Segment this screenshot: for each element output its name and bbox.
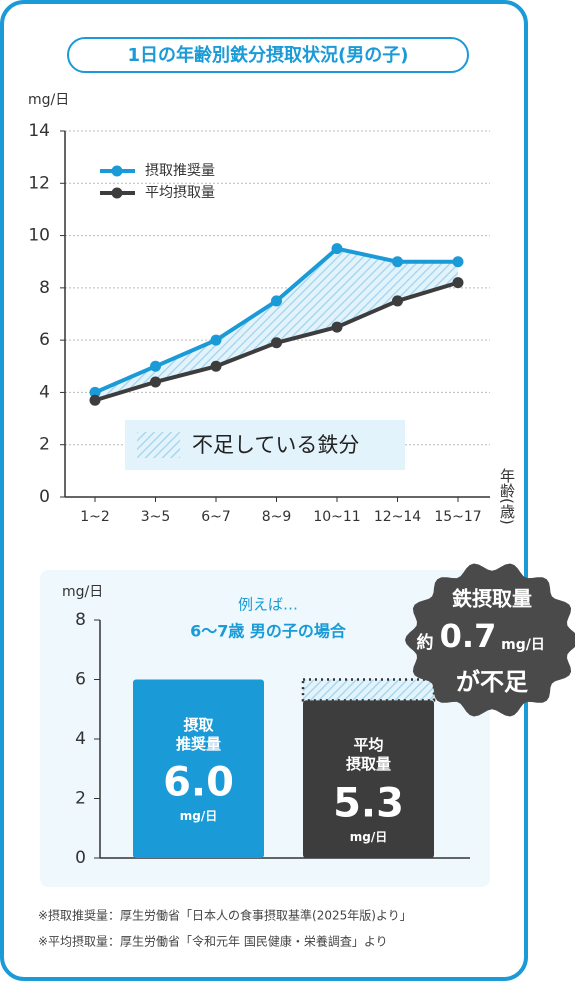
data-point — [331, 321, 343, 333]
data-point — [150, 376, 161, 388]
data-point — [392, 295, 403, 307]
data-point — [210, 360, 222, 372]
legend-label: 平均摂取量 — [145, 185, 215, 201]
data-point — [89, 386, 101, 398]
annotation: 例えば… — [238, 596, 298, 614]
y-axis-title: mg/日 — [28, 92, 69, 108]
callout-title: 鉄摂取量 — [452, 587, 532, 611]
data-point — [392, 256, 403, 268]
shortfall-area — [95, 248, 458, 401]
value-unit: mg/日 — [350, 830, 387, 844]
title-pill — [67, 37, 469, 73]
footnote: ※平均摂取量：厚生労働省「令和元年 国民健康・栄養調査」より — [38, 934, 388, 949]
x-tick-label: 3~5 — [141, 509, 171, 525]
y-tick-label: 4 — [75, 729, 86, 749]
bar — [133, 679, 264, 858]
y-tick-label: 10 — [28, 226, 50, 246]
value-unit: mg/日 — [180, 809, 217, 823]
callout-unit: mg/日 — [501, 637, 545, 653]
callout-value: 0.7 — [440, 617, 497, 655]
y-tick-label: 6 — [39, 330, 50, 350]
y-tick-label: 8 — [75, 610, 86, 630]
data-point — [452, 277, 464, 289]
data-point — [210, 334, 222, 346]
bar-label: 摂取 推奨量 — [175, 715, 221, 753]
chart-title: 1日の年齢別鉄分摂取状況(男の子) — [128, 44, 409, 66]
legend-marker — [111, 187, 123, 199]
y-tick-label: 0 — [75, 848, 86, 868]
y-tick-label: 8 — [39, 278, 50, 298]
bar — [303, 700, 434, 858]
x-tick-label: 10~11 — [313, 509, 360, 525]
x-tick-label: 12~14 — [374, 509, 421, 525]
y-tick-label: 14 — [28, 121, 50, 141]
y-tick-label: 2 — [39, 435, 50, 455]
data-point — [89, 394, 101, 406]
x-tick-label: 1~2 — [80, 509, 110, 525]
legend-marker — [111, 165, 123, 177]
y-tick-label: 6 — [75, 670, 86, 690]
callout-suffix: が不足 — [456, 668, 528, 696]
annotation-swatch — [137, 432, 180, 458]
x-tick-label: 15~17 — [434, 509, 481, 525]
annotation: 不足している鉄分 — [192, 433, 359, 457]
callout-prefix: 約 — [417, 632, 434, 653]
x-tick-label: 6~7 — [201, 509, 231, 525]
y-tick-label: 12 — [28, 173, 50, 193]
y-axis-title: mg/日 — [62, 584, 103, 600]
data-point — [271, 295, 282, 307]
y-tick-label: 2 — [75, 789, 86, 809]
data-point — [271, 337, 282, 349]
data-point — [331, 243, 343, 255]
annotation-bg — [155, 592, 381, 644]
bar-label: 平均 摂取量 — [345, 736, 391, 774]
subtitle: 6〜7歳 男の子の場合 — [190, 622, 347, 641]
footnote: ※摂取推奨量：厚生労働省「日本人の食事摂取基準(2025年版)より」 — [38, 908, 412, 923]
data-point — [150, 360, 161, 372]
value-label: 6.0 — [163, 760, 234, 806]
callout-burst — [405, 563, 575, 717]
shortfall-box — [301, 678, 436, 702]
y-tick-label: 4 — [39, 382, 50, 402]
data-point — [452, 256, 464, 268]
value-label: 5.3 — [333, 780, 404, 826]
x-axis-title: 年齢(歳) — [498, 468, 516, 525]
x-tick-label: 8~9 — [262, 509, 292, 525]
y-tick-label: 0 — [39, 487, 50, 507]
legend-label: 摂取推奨量 — [145, 163, 215, 179]
